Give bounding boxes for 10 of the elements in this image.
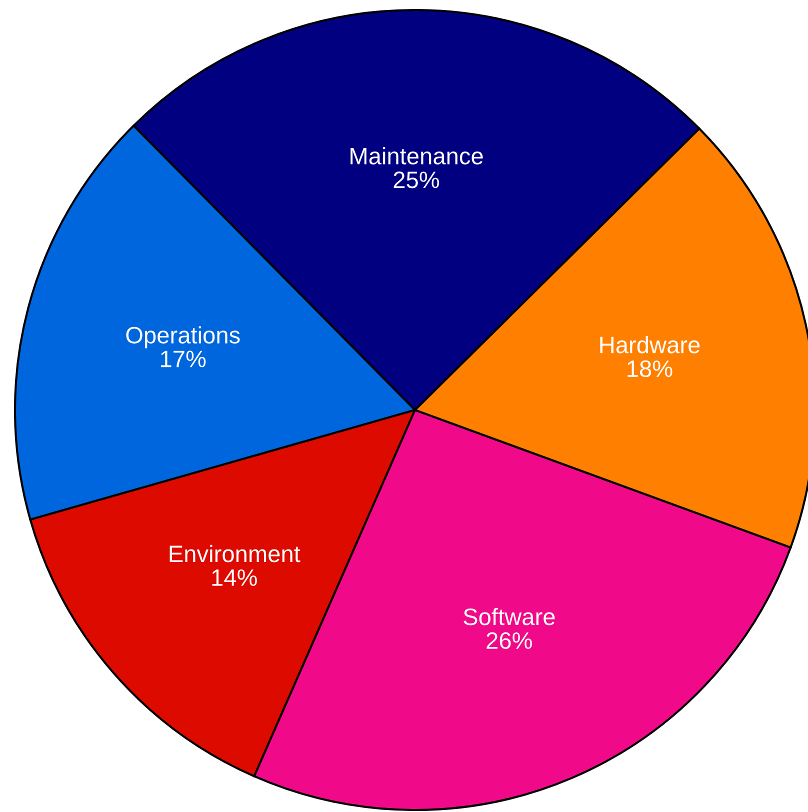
data-label: 25% [394,171,440,188]
data-label: 18% [628,360,672,378]
slice-label: Environment [170,544,300,562]
slice-label: Software [464,608,555,626]
data-label: 17% [161,350,206,368]
data-label: 14% [212,569,257,586]
slice-label: Operations [126,326,240,348]
data-label: 26% [486,632,532,649]
slice-label: Hardware [600,336,700,354]
slice-label: Maintenance [350,147,483,164]
